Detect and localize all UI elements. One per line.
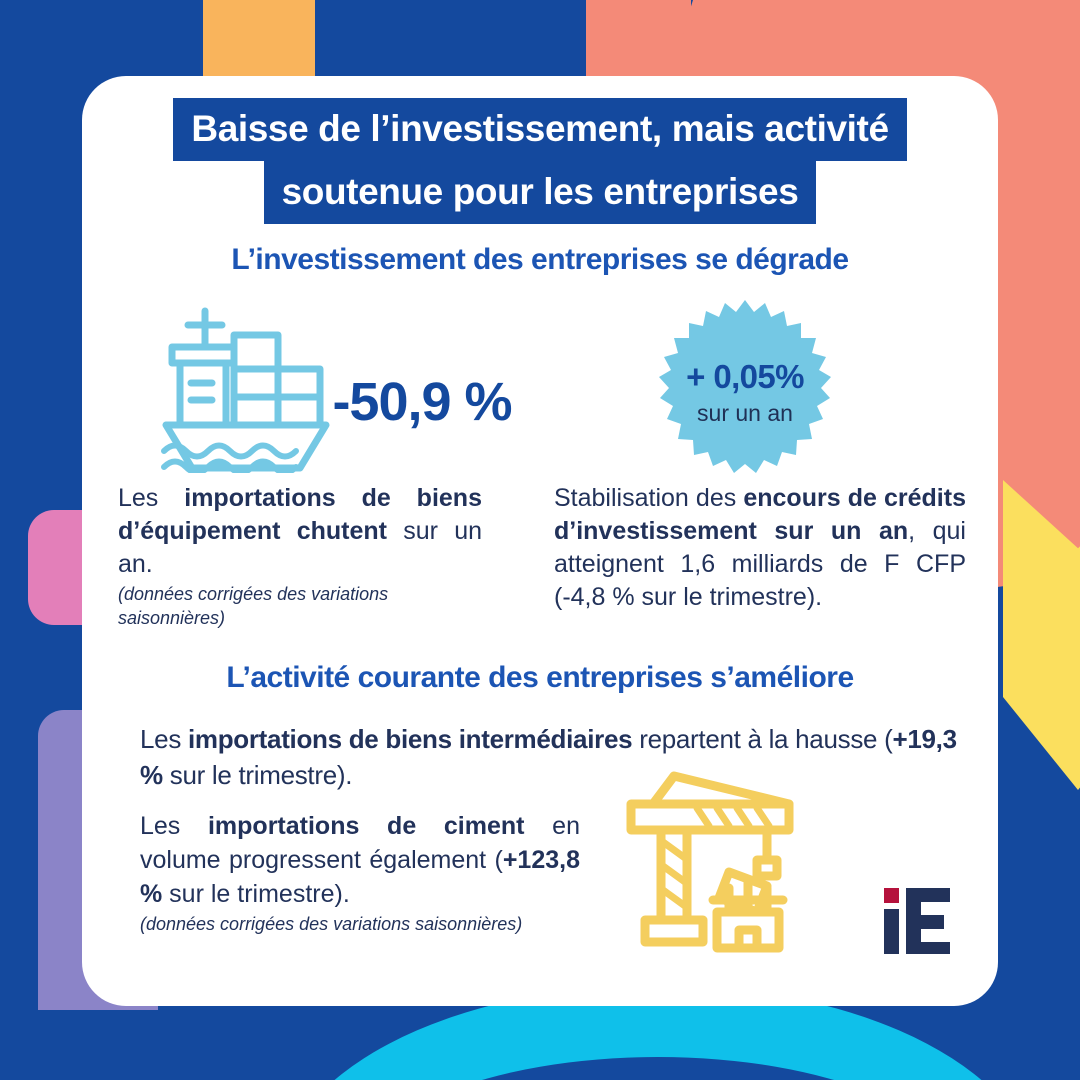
text-run: repartent à la hausse ( bbox=[632, 724, 893, 754]
construction-crane-icon bbox=[626, 771, 794, 953]
text-run: sur un an. bbox=[118, 517, 482, 578]
text-run: Les bbox=[140, 724, 188, 754]
text-run: Les bbox=[140, 812, 208, 840]
stat-ship-imports: -50,9 % bbox=[116, 298, 546, 478]
text-run: sur le trimestre). bbox=[162, 880, 350, 908]
text-emphasis: importations de biens intermédiaires bbox=[187, 724, 633, 754]
section-heading-activite: L’activité courante des entreprises s’am… bbox=[226, 661, 854, 694]
ieom-logo bbox=[884, 888, 950, 954]
paragraph-equipement: Les importations de biens d’équipement c… bbox=[118, 482, 482, 630]
text-emphasis: +19,3 % bbox=[140, 724, 957, 790]
paragraph-intermediaires: Les importations de biens intermédiaires… bbox=[140, 721, 970, 793]
text-run: Les bbox=[118, 484, 185, 512]
title-line-1: Baisse de l’investissement, mais activit… bbox=[173, 98, 907, 161]
starburst-shape bbox=[659, 300, 831, 473]
section-heading-investissement: L’investissement des entreprises se dégr… bbox=[231, 243, 849, 276]
text-run: en volume progressent également ( bbox=[140, 812, 580, 874]
paragraph-note: (données corrigées des variations saison… bbox=[118, 584, 389, 628]
text-emphasis: importations de ciment bbox=[207, 812, 525, 840]
text-run: sur le trimestre). bbox=[162, 760, 353, 790]
text-emphasis: importations de biens d’équipement chute… bbox=[118, 484, 482, 545]
text-run: , qui atteignent 1,6 milliards de F CFP … bbox=[554, 517, 966, 611]
text-emphasis: encours de crédits d’investissement sur … bbox=[554, 484, 966, 545]
logo-letter-i bbox=[884, 909, 899, 954]
logo-letter-e bbox=[906, 888, 950, 954]
page-title: Baisse de l’investissement, mais activit… bbox=[82, 98, 998, 224]
logo-dot-icon bbox=[884, 888, 899, 903]
stat-value-imports-equipment: -50,9 % bbox=[332, 372, 512, 432]
paragraph-note: (données corrigées des variations saison… bbox=[140, 914, 523, 934]
title-line-2: soutenue pour les entreprises bbox=[263, 161, 817, 224]
starburst-badge: + 0,05% sur un an bbox=[645, 298, 845, 486]
paragraph-ciment: Les importations de ciment en volume pro… bbox=[140, 809, 580, 936]
text-emphasis: +123,8 % bbox=[140, 846, 580, 908]
paragraph-credits: Stabilisation des encours de crédits d’i… bbox=[554, 482, 966, 614]
text-run: Stabilisation des bbox=[554, 484, 744, 512]
content-card: Baisse de l’investissement, mais activit… bbox=[82, 76, 998, 1006]
cargo-ship-icon bbox=[161, 307, 330, 473]
